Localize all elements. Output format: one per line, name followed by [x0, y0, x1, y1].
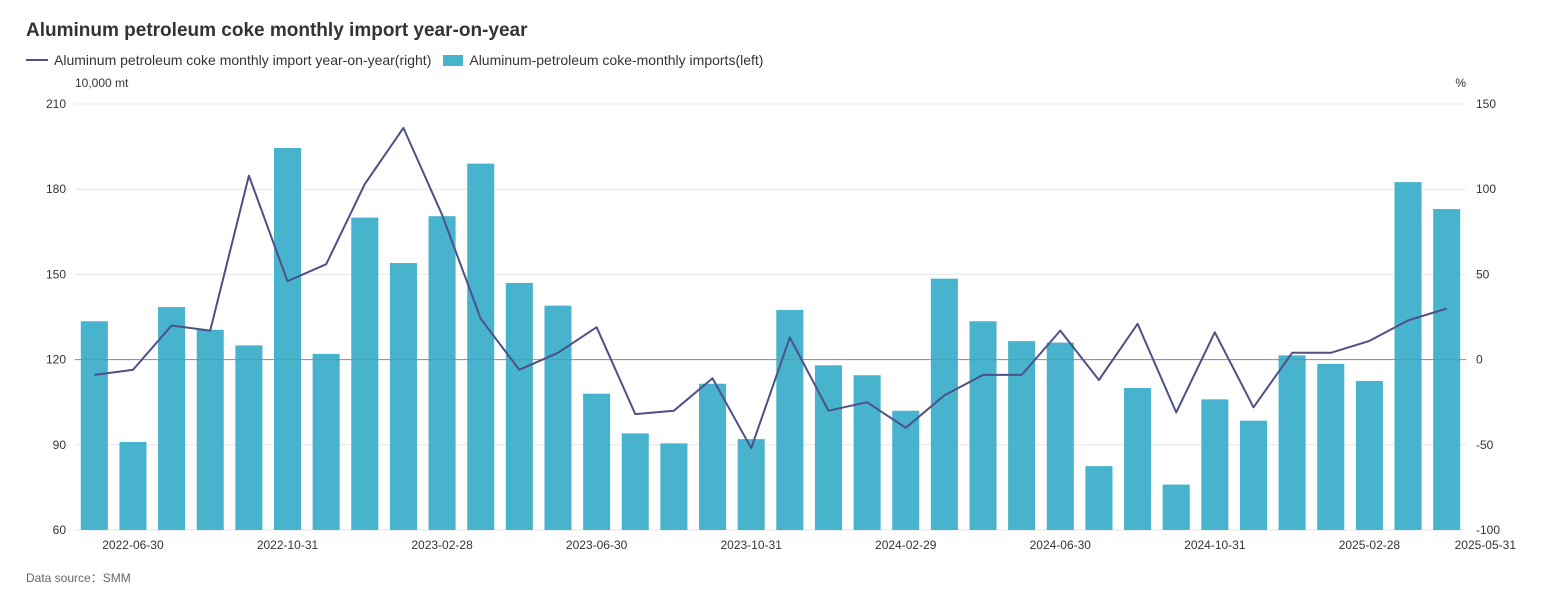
bar: [853, 375, 881, 530]
bar: [505, 282, 533, 530]
bar: [1278, 355, 1306, 530]
left-axis-unit: 10,000 mt: [75, 76, 129, 90]
right-axis-ticks: -100 -50 0 50 100 150: [1476, 97, 1500, 537]
x-tick-label: 2025-02-28: [1339, 538, 1401, 552]
legend-item-imports[interactable]: Aluminum-petroleum coke-monthly imports(…: [443, 52, 763, 68]
legend-bar-swatch: [443, 54, 464, 66]
bar: [1046, 342, 1074, 530]
data-source: Data source：SMM: [26, 571, 131, 585]
bar: [1433, 209, 1461, 530]
bar: [273, 148, 302, 530]
x-tick-label: 2023-06-30: [566, 538, 628, 552]
bar: [467, 163, 495, 530]
right-tick-label: 100: [1476, 182, 1496, 196]
bar: [621, 433, 649, 530]
right-axis-unit: %: [1455, 76, 1466, 90]
x-tick-label: 2022-06-30: [102, 538, 164, 552]
bar: [158, 307, 186, 530]
grid-lines: [75, 103, 1466, 531]
bar: [1124, 388, 1152, 530]
bar: [428, 216, 456, 530]
bar: [1085, 466, 1113, 530]
bar: [351, 217, 379, 530]
bar: [776, 309, 804, 530]
x-tick-label: 2023-02-28: [411, 538, 473, 552]
bar: [1239, 420, 1268, 530]
left-tick-label: 120: [46, 353, 66, 367]
x-tick-label: 2025-05-31: [1455, 538, 1517, 552]
line-series: [94, 126, 1447, 450]
right-tick-label: 150: [1476, 97, 1496, 111]
x-tick-label: 2024-10-31: [1184, 538, 1246, 552]
bar-series: [80, 148, 1461, 530]
x-tick-label: 2022-10-31: [257, 538, 319, 552]
left-tick-label: 180: [46, 182, 66, 196]
chart-title: Aluminum petroleum coke monthly import y…: [26, 20, 528, 41]
bar: [814, 365, 842, 530]
bar: [1008, 341, 1036, 530]
legend-label-imports: Aluminum-petroleum coke-monthly imports(…: [469, 52, 764, 68]
bar: [235, 345, 263, 530]
x-tick-label: 2024-06-30: [1030, 538, 1092, 552]
right-tick-label: 50: [1476, 267, 1490, 281]
left-tick-label: 150: [46, 267, 66, 281]
left-tick-label: 90: [53, 438, 67, 452]
legend-line-swatch: [26, 59, 48, 61]
legend: Aluminum petroleum coke monthly import y…: [26, 52, 775, 68]
right-tick-label: 0: [1476, 353, 1483, 367]
bar: [312, 353, 340, 530]
bar: [1394, 182, 1422, 530]
bar: [389, 263, 417, 530]
bar: [930, 278, 958, 530]
bar: [892, 410, 920, 530]
bar: [1201, 399, 1229, 530]
left-tick-label: 60: [53, 523, 67, 537]
bar: [119, 441, 147, 530]
bar: [699, 383, 727, 530]
bar: [737, 439, 765, 530]
bar: [1317, 363, 1345, 530]
bar: [1355, 380, 1383, 530]
bar: [1162, 484, 1190, 530]
yoy-line: [94, 126, 1447, 450]
right-tick-label: -50: [1476, 438, 1494, 452]
bar: [544, 305, 572, 530]
bar: [583, 393, 611, 530]
left-tick-label: 210: [46, 97, 66, 111]
right-tick-label: -100: [1476, 523, 1500, 537]
bar: [660, 443, 688, 530]
x-tick-label: 2024-02-29: [875, 538, 937, 552]
x-axis-ticks: 2022-06-30 2022-10-31 2023-02-28 2023-06-30…: [102, 538, 1516, 552]
bar: [80, 321, 108, 530]
legend-label-yoy: Aluminum petroleum coke monthly import y…: [54, 52, 432, 68]
x-tick-label: 2023-10-31: [720, 538, 782, 552]
left-axis-ticks: 60 90 120 150 180 210: [46, 97, 66, 537]
bar: [196, 329, 224, 530]
bar: [969, 321, 997, 530]
legend-item-yoy[interactable]: Aluminum petroleum coke monthly import y…: [26, 52, 431, 68]
